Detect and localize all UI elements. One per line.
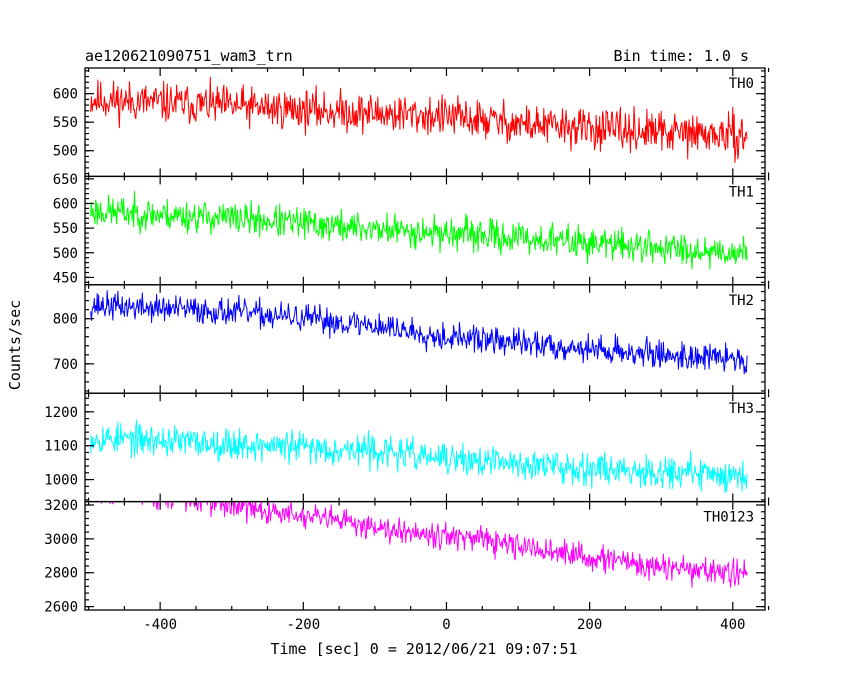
panel-th3: 1000 1100 1200 TH3 [44, 392, 770, 503]
y-tick-label: 650 [53, 172, 78, 188]
bin-time-label: Bin time: 1.0 s [614, 47, 749, 65]
y-tick-label: 500 [53, 246, 78, 262]
series-line-th1 [90, 190, 748, 270]
panel-label-th1: TH1 [729, 184, 754, 200]
x-tick-label: 400 [720, 617, 745, 633]
y-tick-label: 2600 [44, 600, 78, 616]
x-axis-label: Time [sec] 0 = 2012/06/21 09:07:51 [270, 640, 577, 658]
panel-label-th3: TH3 [729, 401, 754, 417]
series-line-th3 [90, 419, 748, 494]
panel-label-th2: TH2 [729, 293, 754, 309]
y-tick-label: 600 [53, 197, 78, 213]
y-tick-label: 550 [53, 115, 78, 131]
series-line-th0 [90, 76, 748, 164]
panel-frame [84, 500, 766, 611]
panels-group: 500 550 600 TH0 450 500 550 600 650 TH1 700 800 TH2 1… [44, 67, 770, 633]
y-tick-label: 800 [53, 312, 78, 328]
panel-th1: 450 500 550 600 650 TH1 [53, 172, 770, 286]
x-tick-label: 0 [442, 617, 450, 633]
y-tick-label: 1200 [44, 405, 78, 421]
x-tick-labels: -400 -200 0 200 400 [143, 617, 745, 633]
y-tick-label: 1100 [44, 439, 78, 455]
panel-th0123: 2600 2800 3000 3200 TH0123 [44, 498, 770, 616]
y-tick-label: 1000 [44, 473, 78, 489]
panel-th0: 500 550 600 TH0 [53, 67, 770, 178]
y-tick-label: 500 [53, 144, 78, 160]
panel-label-th0123: TH0123 [703, 510, 754, 526]
chart-title: ae120621090751_wam3_trn [85, 47, 293, 65]
y-tick-label: 3000 [44, 532, 78, 548]
y-axis-label: Counts/sec [6, 300, 24, 390]
y-tick-label: 550 [53, 221, 78, 237]
panel-label-th0: TH0 [729, 76, 754, 92]
y-tick-label: 600 [53, 87, 78, 103]
y-tick-label: 700 [53, 357, 78, 373]
x-tick-label: -200 [286, 617, 320, 633]
y-tick-label: 3200 [44, 498, 78, 514]
panel-th2: 700 800 TH2 [53, 284, 770, 394]
y-tick-label: 450 [53, 270, 78, 286]
series-line-th0123 [100, 501, 748, 588]
x-tick-label: -400 [143, 617, 177, 633]
y-tick-label: 2800 [44, 566, 78, 582]
series-line-th2 [90, 290, 748, 375]
x-tick-label: 200 [577, 617, 602, 633]
